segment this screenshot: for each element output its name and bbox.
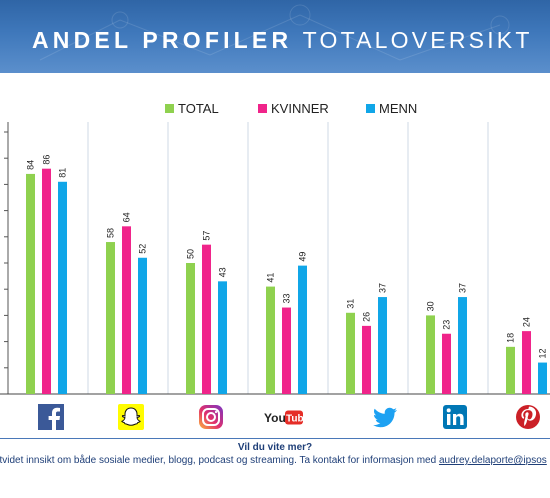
bar-total-facebook bbox=[26, 173, 35, 394]
instagram-icon[interactable] bbox=[196, 402, 226, 432]
data-label-menn-snapchat: 52 bbox=[138, 244, 148, 254]
bar-menn-instagram bbox=[218, 281, 227, 394]
data-label-kvinner-pinterest: 24 bbox=[522, 317, 532, 327]
youtube-you: You bbox=[264, 411, 286, 425]
bar-menn-snapchat bbox=[138, 257, 147, 394]
legend-label-kvinner: KVINNER bbox=[271, 100, 329, 116]
data-label-kvinner-facebook: 86 bbox=[42, 155, 52, 165]
bar-kvinner-linkedin bbox=[442, 333, 451, 394]
data-label-menn-facebook: 81 bbox=[58, 168, 68, 178]
data-label-total-pinterest: 18 bbox=[506, 333, 516, 343]
header-banner: ANDEL PROFILER TOTALOVERSIKT bbox=[0, 0, 550, 73]
data-label-kvinner-twitter: 26 bbox=[362, 312, 372, 322]
page-title: ANDEL PROFILER TOTALOVERSIKT bbox=[32, 27, 533, 54]
youtube-tube: Tube bbox=[286, 414, 304, 425]
legend-label-total: TOTAL bbox=[178, 100, 219, 116]
contact-email-link[interactable]: audrey.delaporte@ipsos bbox=[438, 455, 547, 466]
data-label-kvinner-snapchat: 64 bbox=[122, 212, 132, 222]
bar-total-linkedin bbox=[426, 315, 435, 394]
data-label-kvinner-instagram: 57 bbox=[202, 231, 212, 241]
bar-total-pinterest bbox=[506, 346, 515, 394]
data-label-total-youtube: 41 bbox=[266, 273, 276, 283]
footer-question: Vil du vite mer? bbox=[237, 442, 313, 453]
legend-item-menn: MENN bbox=[366, 99, 417, 117]
data-label-total-facebook: 84 bbox=[26, 160, 36, 170]
data-label-menn-youtube: 49 bbox=[298, 252, 308, 262]
bar-total-twitter bbox=[346, 312, 355, 394]
bar-total-instagram bbox=[186, 263, 195, 394]
bar-menn-youtube bbox=[298, 265, 307, 394]
bar-kvinner-facebook bbox=[42, 168, 51, 394]
data-label-total-snapchat: 58 bbox=[106, 228, 116, 238]
bar-total-youtube bbox=[266, 286, 275, 394]
bar-kvinner-youtube bbox=[282, 307, 291, 394]
data-label-total-linkedin: 30 bbox=[426, 301, 436, 311]
footer-text-body: gså utvidet innsikt om både sosiale medi… bbox=[0, 455, 439, 466]
legend-swatch-menn bbox=[366, 103, 375, 113]
bar-kvinner-instagram bbox=[202, 244, 211, 394]
facebook-icon[interactable] bbox=[36, 402, 66, 432]
legend-swatch-total bbox=[165, 103, 174, 113]
footer: Vil du vite mer? gså utvidet innsikt om … bbox=[0, 438, 550, 498]
data-label-total-instagram: 50 bbox=[186, 249, 196, 259]
bar-menn-linkedin bbox=[458, 297, 467, 394]
data-label-menn-pinterest: 12 bbox=[538, 349, 548, 359]
title-light: TOTALOVERSIKT bbox=[302, 27, 533, 53]
bar-total-snapchat bbox=[106, 242, 115, 394]
bar-menn-twitter bbox=[378, 297, 387, 394]
bar-kvinner-twitter bbox=[362, 325, 371, 394]
youtube-icon[interactable]: You Tube bbox=[264, 402, 304, 432]
footer-text: gså utvidet innsikt om både sosiale medi… bbox=[0, 455, 547, 466]
data-label-menn-twitter: 37 bbox=[378, 283, 388, 293]
snapchat-icon[interactable] bbox=[116, 402, 146, 432]
bar-kvinner-snapchat bbox=[122, 226, 131, 394]
legend-item-total: TOTAL bbox=[165, 99, 219, 117]
legend-swatch-kvinner bbox=[258, 103, 267, 113]
data-label-kvinner-youtube: 33 bbox=[282, 294, 292, 304]
footer-divider bbox=[0, 438, 550, 439]
twitter-icon[interactable] bbox=[370, 402, 400, 432]
pinterest-icon[interactable] bbox=[513, 402, 543, 432]
legend-label-menn: MENN bbox=[379, 100, 418, 116]
data-label-menn-linkedin: 37 bbox=[458, 283, 468, 293]
network-background-icon bbox=[39, 4, 510, 61]
data-label-total-twitter: 31 bbox=[346, 299, 356, 309]
bar-menn-pinterest bbox=[538, 362, 547, 394]
data-label-menn-instagram: 43 bbox=[218, 267, 228, 277]
data-label-kvinner-linkedin: 23 bbox=[442, 320, 452, 330]
linkedin-icon[interactable] bbox=[440, 402, 470, 432]
bar-kvinner-pinterest bbox=[522, 331, 531, 394]
title-bold: ANDEL PROFILER bbox=[32, 27, 293, 53]
chart-legend: TOTAL KVINNER MENN bbox=[0, 99, 550, 119]
bar-menn-facebook bbox=[58, 181, 67, 394]
legend-item-kvinner: KVINNER bbox=[258, 99, 329, 117]
